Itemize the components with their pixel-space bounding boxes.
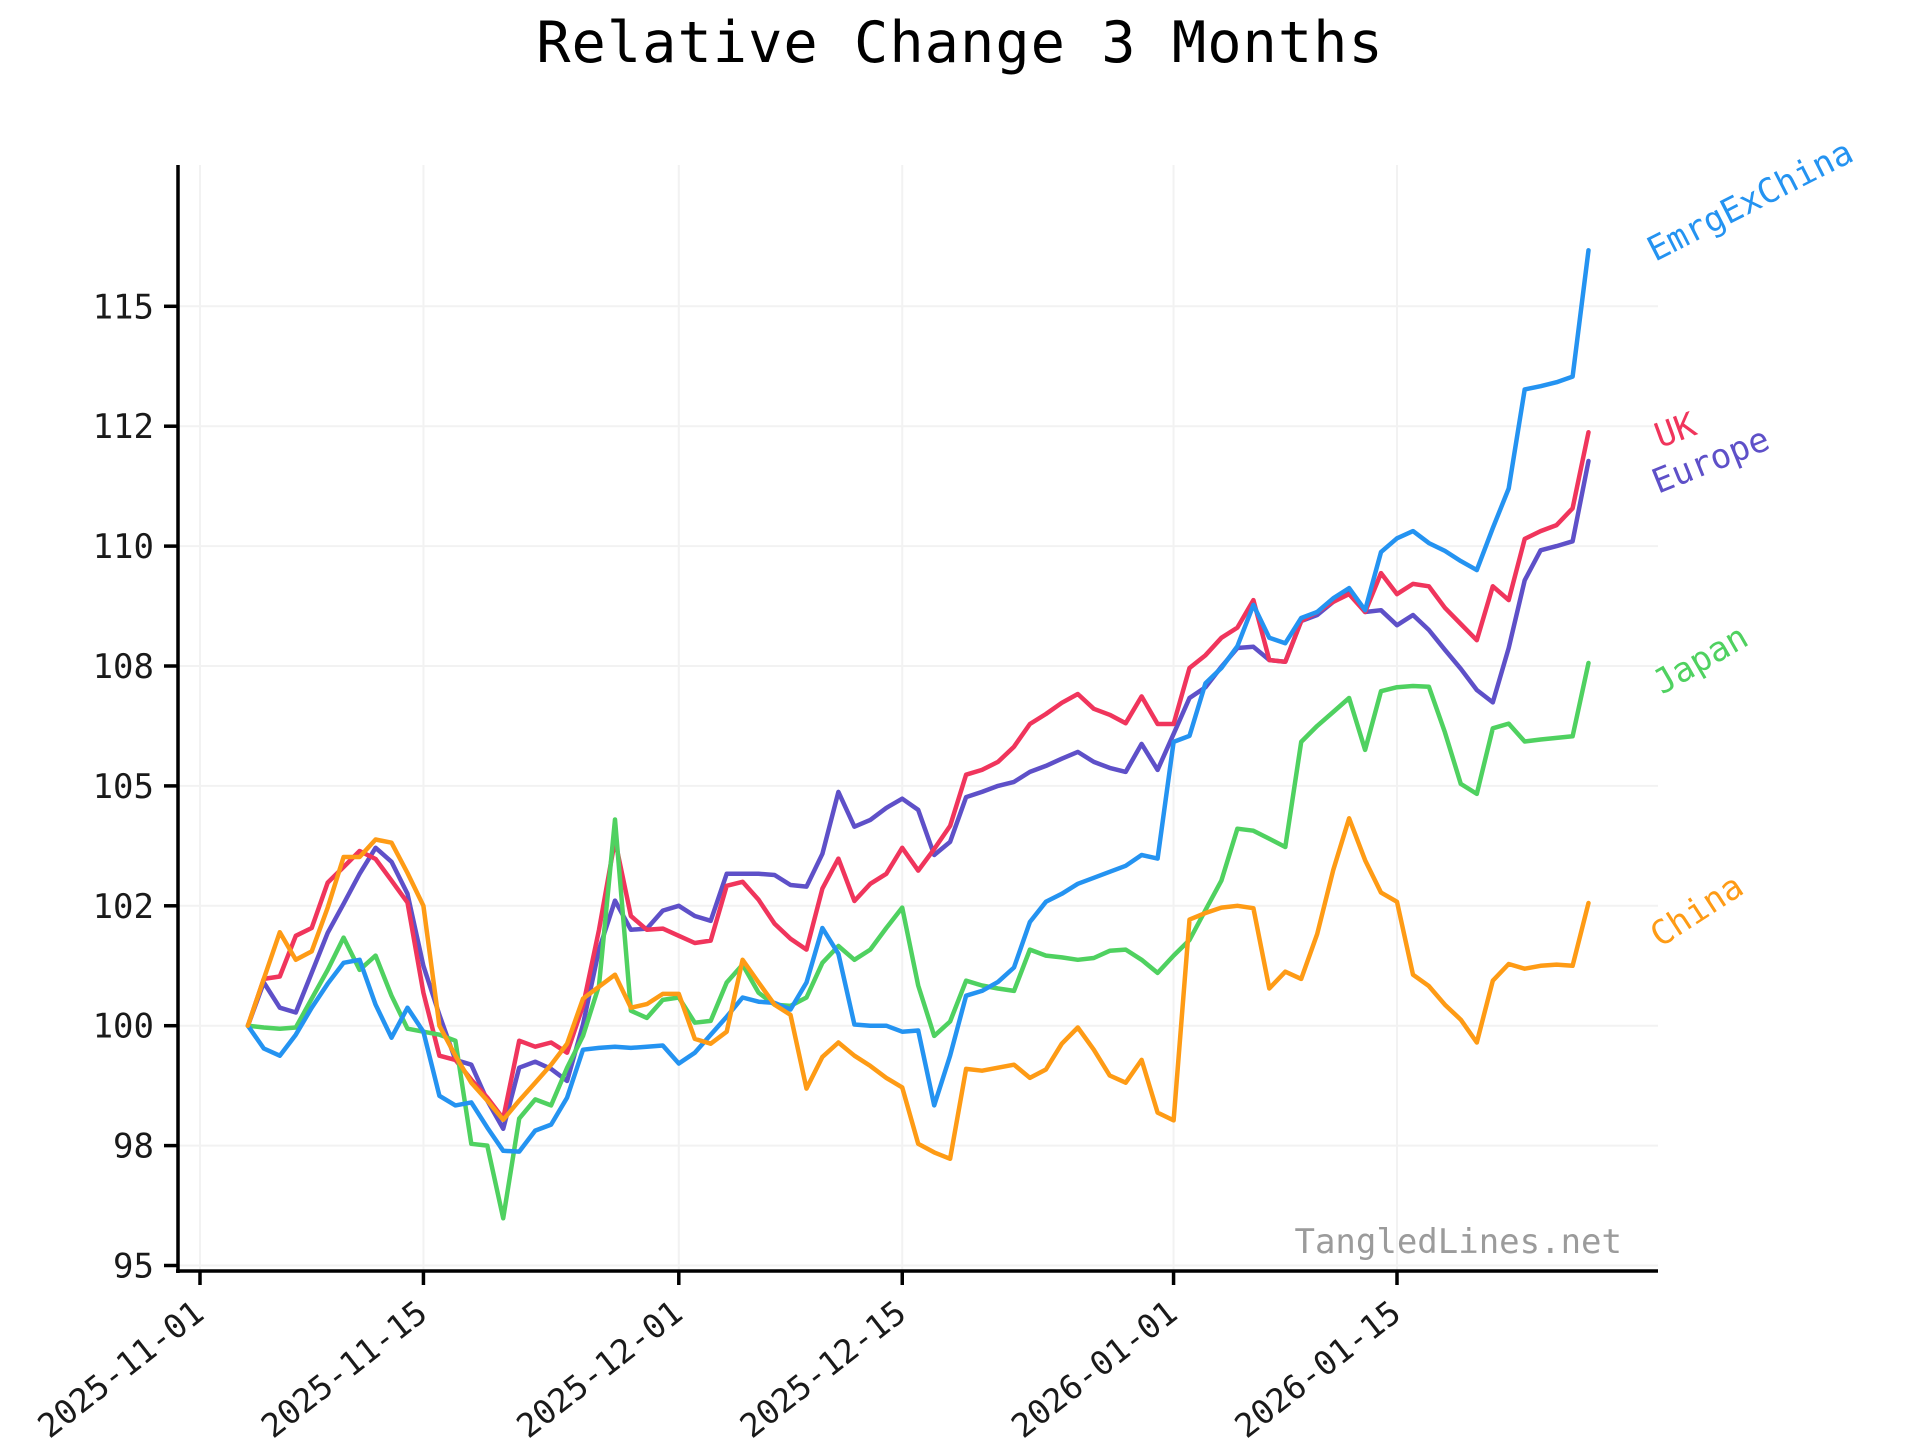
y-tick-label: 115 bbox=[93, 287, 154, 327]
series-label-emrgexchina: EmrgExChina bbox=[1641, 132, 1860, 270]
series-label-japan: Japan bbox=[1647, 617, 1756, 703]
series-line-uk bbox=[245, 429, 1591, 1121]
y-tick-label: 95 bbox=[113, 1247, 154, 1287]
y-tick-label: 102 bbox=[93, 887, 154, 927]
x-tick-label: 2025-12-15 bbox=[733, 1293, 914, 1440]
y-tick-label: 108 bbox=[93, 647, 154, 687]
y-tick-label: 100 bbox=[93, 1007, 154, 1047]
x-tick-label: 2026-01-15 bbox=[1227, 1293, 1408, 1440]
series-line-japan bbox=[245, 660, 1591, 1221]
y-tick-label: 112 bbox=[93, 407, 154, 447]
series-line-china bbox=[245, 816, 1591, 1162]
chart-title: Relative Change 3 Months bbox=[536, 10, 1384, 76]
series-line-emrgexchina bbox=[245, 248, 1591, 1154]
x-tick-label: 2026-01-01 bbox=[1004, 1293, 1185, 1440]
y-tick-label: 105 bbox=[93, 767, 154, 807]
series-label-china: China bbox=[1643, 866, 1751, 955]
x-tick-label: 2025-12-01 bbox=[509, 1293, 690, 1440]
y-tick-label: 98 bbox=[113, 1127, 154, 1167]
y-tick-label: 110 bbox=[93, 527, 154, 567]
x-tick-label: 2025-11-15 bbox=[254, 1293, 435, 1440]
watermark-text: TangledLines.net bbox=[1294, 1222, 1622, 1262]
x-tick-label: 2025-11-01 bbox=[30, 1293, 211, 1440]
